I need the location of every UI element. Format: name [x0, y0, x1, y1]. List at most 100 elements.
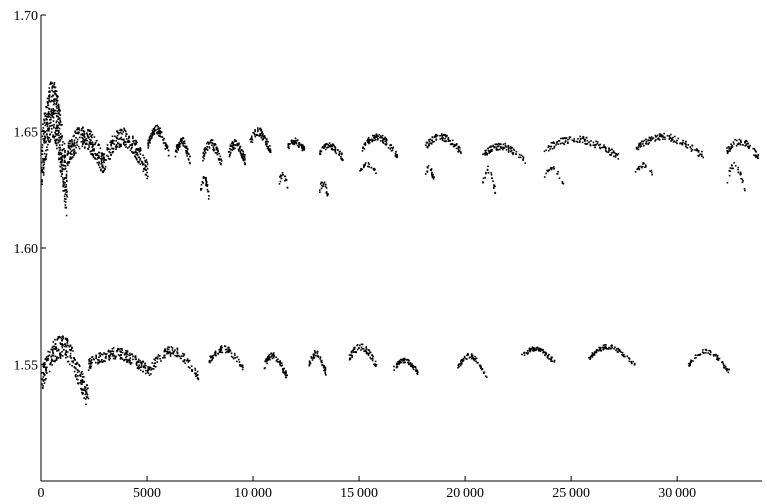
data-point: [126, 359, 129, 361]
data-point: [441, 139, 444, 141]
data-point: [86, 394, 89, 396]
data-point: [112, 352, 114, 355]
data-point: [630, 360, 632, 363]
data-point: [106, 144, 109, 146]
data-point: [328, 142, 331, 144]
data-point: [285, 374, 287, 377]
data-point: [68, 161, 71, 163]
data-point: [444, 134, 447, 136]
data-point: [111, 350, 113, 352]
data-point: [725, 368, 728, 371]
data-point: [314, 351, 316, 353]
data-point: [732, 167, 734, 170]
data-point: [96, 153, 99, 155]
data-point: [748, 147, 750, 149]
data-point: [241, 155, 244, 158]
data-point: [43, 141, 46, 143]
data-point: [548, 353, 550, 356]
data-point: [92, 144, 94, 147]
data-point: [628, 360, 631, 363]
data-point: [642, 140, 644, 143]
data-point: [135, 148, 138, 150]
data-point: [88, 365, 91, 367]
data-point: [431, 175, 434, 178]
data-point: [139, 150, 141, 152]
data-point: [178, 355, 181, 358]
data-point: [121, 133, 123, 135]
data-point: [111, 353, 113, 355]
data-point: [461, 358, 463, 361]
data-point: [209, 355, 211, 358]
data-point: [57, 112, 60, 114]
data-point: [59, 170, 62, 172]
data-point: [197, 377, 199, 380]
data-point: [728, 368, 730, 371]
data-point: [282, 369, 284, 372]
data-point: [443, 140, 445, 142]
data-point: [128, 146, 131, 148]
data-point: [49, 363, 51, 366]
data-point: [561, 142, 564, 144]
data-point: [323, 183, 325, 185]
data-point: [59, 152, 61, 155]
data-point: [85, 143, 87, 146]
data-point: [139, 149, 142, 151]
data-point: [107, 157, 110, 160]
data-point: [139, 157, 142, 160]
data-point: [69, 148, 72, 151]
data-point: [119, 131, 122, 134]
data-point: [533, 347, 536, 350]
data-point: [52, 91, 55, 93]
data-point: [112, 150, 115, 153]
data-point: [598, 346, 600, 349]
data-point: [361, 150, 364, 152]
data-point: [57, 336, 60, 338]
data-point: [644, 142, 647, 145]
data-point: [125, 358, 127, 361]
data-point: [136, 154, 139, 156]
data-point: [356, 344, 358, 347]
data-point: [230, 352, 233, 355]
data-point: [209, 139, 212, 142]
data-point: [73, 148, 75, 151]
data-point: [737, 143, 739, 146]
data-point: [590, 355, 593, 358]
data-point: [45, 367, 47, 369]
data-point: [448, 139, 450, 142]
data-point: [80, 133, 82, 136]
data-point: [218, 152, 220, 155]
data-point: [529, 349, 532, 352]
data-point: [690, 148, 693, 150]
data-point: [368, 141, 371, 144]
data-point: [41, 150, 44, 152]
data-point: [260, 137, 263, 139]
data-point: [657, 138, 659, 141]
data-point: [264, 137, 266, 139]
data-point: [221, 160, 223, 162]
data-point: [624, 355, 626, 358]
data-point: [595, 351, 598, 354]
data-point: [180, 141, 183, 143]
data-point: [395, 153, 397, 156]
data-point: [439, 135, 441, 137]
data-point: [184, 146, 186, 148]
data-point: [709, 353, 712, 356]
data-point: [76, 378, 78, 380]
data-point: [228, 155, 231, 158]
data-point: [98, 144, 101, 146]
data-point: [80, 141, 83, 143]
data-point: [312, 354, 315, 357]
data-point: [84, 398, 87, 400]
data-point: [479, 365, 481, 368]
data-point: [536, 346, 539, 349]
data-point: [41, 146, 44, 149]
data-point: [128, 137, 130, 140]
data-point: [44, 379, 46, 381]
data-point: [46, 113, 48, 115]
data-point: [294, 137, 297, 140]
data-point: [122, 131, 125, 133]
data-point: [179, 357, 182, 360]
data-point: [735, 145, 738, 147]
data-point: [61, 167, 63, 169]
data-point: [212, 357, 214, 359]
